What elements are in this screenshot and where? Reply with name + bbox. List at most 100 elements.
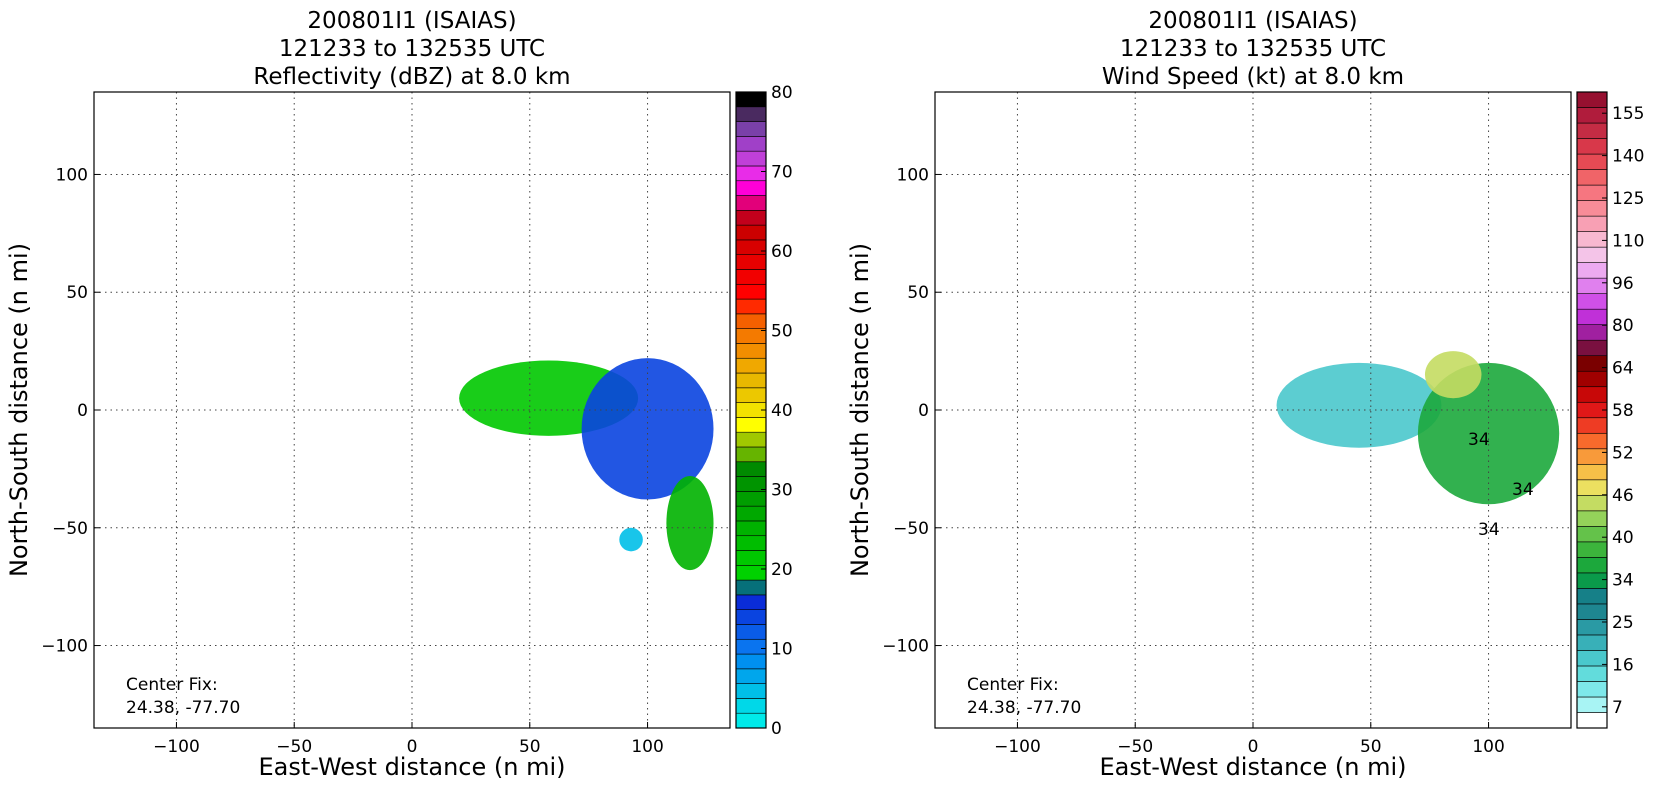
wind-colorbar-swatch [1576, 169, 1608, 186]
reflectivity-colorbar-swatch [735, 712, 767, 729]
wind-contour-label: 34 [1512, 480, 1534, 500]
wind-x-tick-label: 50 [1360, 737, 1382, 757]
wind-y-tick-label: −100 [882, 637, 929, 657]
reflectivity-colorbar-swatch [735, 565, 767, 581]
wind-colorbar-swatch [1576, 495, 1608, 512]
wind-colorbar-tick-label: 80 [1612, 316, 1634, 336]
wind-x-tick-label: −50 [1117, 737, 1153, 757]
reflectivity-colorbar-swatch [735, 165, 767, 182]
reflectivity-colorbar-swatch [735, 668, 767, 684]
reflectivity-colorbar-swatch [735, 417, 767, 433]
reflectivity-colorbar-swatch [735, 224, 767, 241]
wind-y-tick-label: 50 [907, 283, 929, 303]
reflectivity-colorbar-tick-label: 80 [771, 83, 793, 103]
wind-x-axis-label: East-West distance (n mi) [1099, 753, 1406, 781]
reflectivity-colorbar-swatch [735, 91, 767, 108]
wind-speed-panel: 200801I1 (ISAIAS) 121233 to 132535 UTC W… [846, 8, 1644, 781]
wind-colorbar-swatch [1576, 510, 1608, 527]
wind-colorbar-swatch [1576, 153, 1608, 170]
wind-title-line-1: 200801I1 (ISAIAS) [1148, 8, 1357, 34]
reflectivity-colorbar-swatch [735, 239, 767, 255]
wind-colorbar-swatch [1576, 215, 1608, 232]
reflectivity-title-line-1: 200801I1 (ISAIAS) [307, 8, 516, 34]
reflectivity-colorbar-swatch [735, 121, 767, 137]
wind-colorbar-swatch [1576, 572, 1608, 589]
wind-colorbar-swatch [1576, 696, 1608, 713]
reflectivity-colorbar-tick-label: 60 [771, 242, 793, 262]
reflectivity-center-fix-label: Center Fix: [126, 675, 218, 695]
wind-colorbar-swatch [1576, 246, 1608, 263]
wind-x-tick-label: 0 [1248, 737, 1259, 757]
wind-plot-area: −100 −50 0 50 100 −100 −50 0 50 100 34 34 34 [882, 92, 1571, 757]
reflectivity-colorbar-swatch [735, 579, 767, 596]
reflectivity-colorbar-swatch [735, 343, 767, 359]
wind-x-tick-label: −100 [994, 737, 1041, 757]
wind-colorbar-tick-label: 64 [1612, 359, 1634, 379]
reflectivity-colorbar-swatch [735, 136, 767, 152]
reflectivity-colorbar-swatch [735, 461, 767, 477]
reflectivity-colorbar-swatch [735, 357, 767, 374]
reflectivity-colorbar-swatch [735, 550, 767, 566]
reflectivity-colorbar-tick-label: 70 [771, 163, 793, 183]
wind-colorbar-tick-label: 16 [1612, 655, 1634, 675]
wind-colorbar-swatch [1576, 479, 1608, 496]
wind-colorbar-swatch [1576, 293, 1608, 310]
wind-colorbar-swatch [1576, 324, 1608, 341]
wind-colorbar-swatch [1576, 91, 1608, 108]
reflectivity-colorbar-swatch [735, 372, 767, 389]
wind-colorbar-tick-label: 155 [1612, 104, 1644, 124]
wind-colorbar-swatch [1576, 541, 1608, 558]
wind-field-region [1276, 362, 1442, 448]
reflectivity-y-tick-label: −50 [52, 519, 88, 539]
wind-colorbar-swatch [1576, 262, 1608, 279]
reflectivity-x-tick-label: 100 [631, 737, 663, 757]
wind-y-tick-label: −50 [893, 519, 929, 539]
reflectivity-colorbar-swatch [735, 150, 767, 167]
wind-colorbar-swatch [1576, 138, 1608, 155]
reflectivity-colorbar-swatch [735, 313, 767, 329]
wind-colorbar-tick-label: 52 [1612, 443, 1634, 463]
reflectivity-colorbar-swatch [735, 254, 767, 270]
reflectivity-colorbar-swatch [735, 624, 767, 640]
reflectivity-y-tick-label: 100 [56, 165, 88, 185]
wind-colorbar-tick-label: 25 [1612, 613, 1634, 633]
wind-y-axis-label: North-South distance (n mi) [846, 243, 874, 577]
wind-contour-label: 34 [1478, 520, 1500, 540]
reflectivity-colorbar: 0 10 20 30 40 50 60 70 80 [735, 83, 793, 739]
wind-colorbar-swatch [1576, 463, 1608, 481]
reflectivity-colorbar-swatch [735, 683, 767, 699]
reflectivity-y-axis-label: North-South distance (n mi) [5, 243, 33, 577]
wind-colorbar-swatch [1576, 681, 1608, 698]
reflectivity-x-tick-label: −50 [276, 737, 312, 757]
reflectivity-colorbar-tick-label: 0 [771, 719, 782, 739]
reflectivity-colorbar-swatch [735, 535, 767, 551]
wind-colorbar-tick-label: 140 [1612, 147, 1644, 167]
wind-colorbar-swatch [1576, 557, 1608, 574]
wind-colorbar-tick-label: 7 [1612, 698, 1623, 718]
wind-center-fix-label: Center Fix: [967, 675, 1059, 695]
wind-colorbar-swatch [1576, 665, 1608, 682]
reflectivity-x-axis-label: East-West distance (n mi) [258, 753, 565, 781]
wind-colorbar-swatch [1576, 200, 1608, 217]
reflectivity-colorbar-swatch [735, 195, 767, 211]
reflectivity-plot-frame [93, 91, 731, 729]
reflectivity-colorbar-tick-label: 30 [771, 481, 793, 501]
wind-contour-label: 34 [1468, 430, 1490, 450]
reflectivity-x-tick-label: 50 [519, 737, 541, 757]
reflectivity-center-fix-value: 24.38, -77.70 [126, 698, 240, 718]
wind-colorbar-swatch [1576, 277, 1608, 294]
wind-colorbar-swatch [1576, 231, 1608, 248]
reflectivity-colorbar-tick-label: 50 [771, 322, 793, 342]
wind-colorbar-swatch [1576, 603, 1608, 620]
wind-colorbar-swatch [1576, 417, 1608, 434]
reflectivity-y-tick-label: 50 [66, 283, 88, 303]
reflectivity-colorbar-swatch [735, 387, 767, 403]
wind-colorbar-tick-label: 110 [1612, 231, 1644, 251]
wind-colorbar-swatch [1576, 448, 1608, 465]
wind-colorbar-swatch [1576, 107, 1608, 124]
wind-colorbar-swatch [1576, 634, 1608, 651]
reflectivity-y-tick-label: 0 [77, 401, 88, 421]
wind-colorbar-tick-label: 125 [1612, 189, 1644, 209]
wind-colorbar-swatch [1576, 432, 1608, 450]
reflectivity-colorbar-swatch [735, 505, 767, 522]
